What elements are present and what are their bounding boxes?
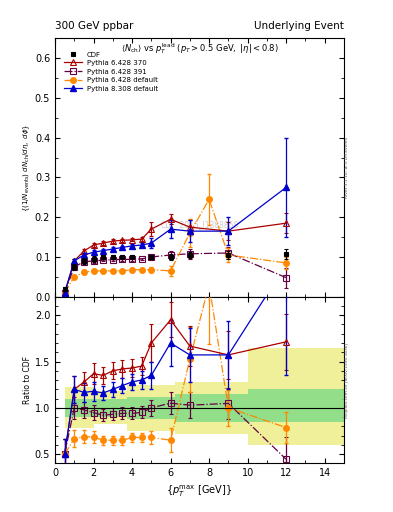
Text: 300 GeV ppbar: 300 GeV ppbar: [55, 20, 133, 31]
Text: mcplots.cern.ch [arXiv:1306.3436]: mcplots.cern.ch [arXiv:1306.3436]: [345, 343, 349, 418]
Text: CDF_2015_I1388858: CDF_2015_I1388858: [160, 220, 239, 229]
Legend: CDF, Pythia 6.428 370, Pythia 6.428 391, Pythia 6.428 default, Pythia 8.308 defa: CDF, Pythia 6.428 370, Pythia 6.428 391,…: [61, 48, 161, 95]
Y-axis label: $\{(1/N_\mathrm{events})\ dN_\mathrm{ch}/d\eta,\ d\phi\}$: $\{(1/N_\mathrm{events})\ dN_\mathrm{ch}…: [22, 123, 32, 212]
Text: $\langle N_\mathrm{ch}\rangle$ vs $p_T^\mathrm{lead}$ $(p_T > 0.5\ \mathrm{GeV},: $\langle N_\mathrm{ch}\rangle$ vs $p_T^\…: [121, 41, 278, 56]
Text: Underlying Event: Underlying Event: [254, 20, 344, 31]
Y-axis label: Ratio to CDF: Ratio to CDF: [23, 356, 32, 404]
Text: Rivet 3.1.10, ≥ 3.1M events: Rivet 3.1.10, ≥ 3.1M events: [345, 137, 349, 198]
X-axis label: $\{p_T^\mathrm{max}\ [\mathrm{GeV}]\}$: $\{p_T^\mathrm{max}\ [\mathrm{GeV}]\}$: [166, 484, 233, 499]
